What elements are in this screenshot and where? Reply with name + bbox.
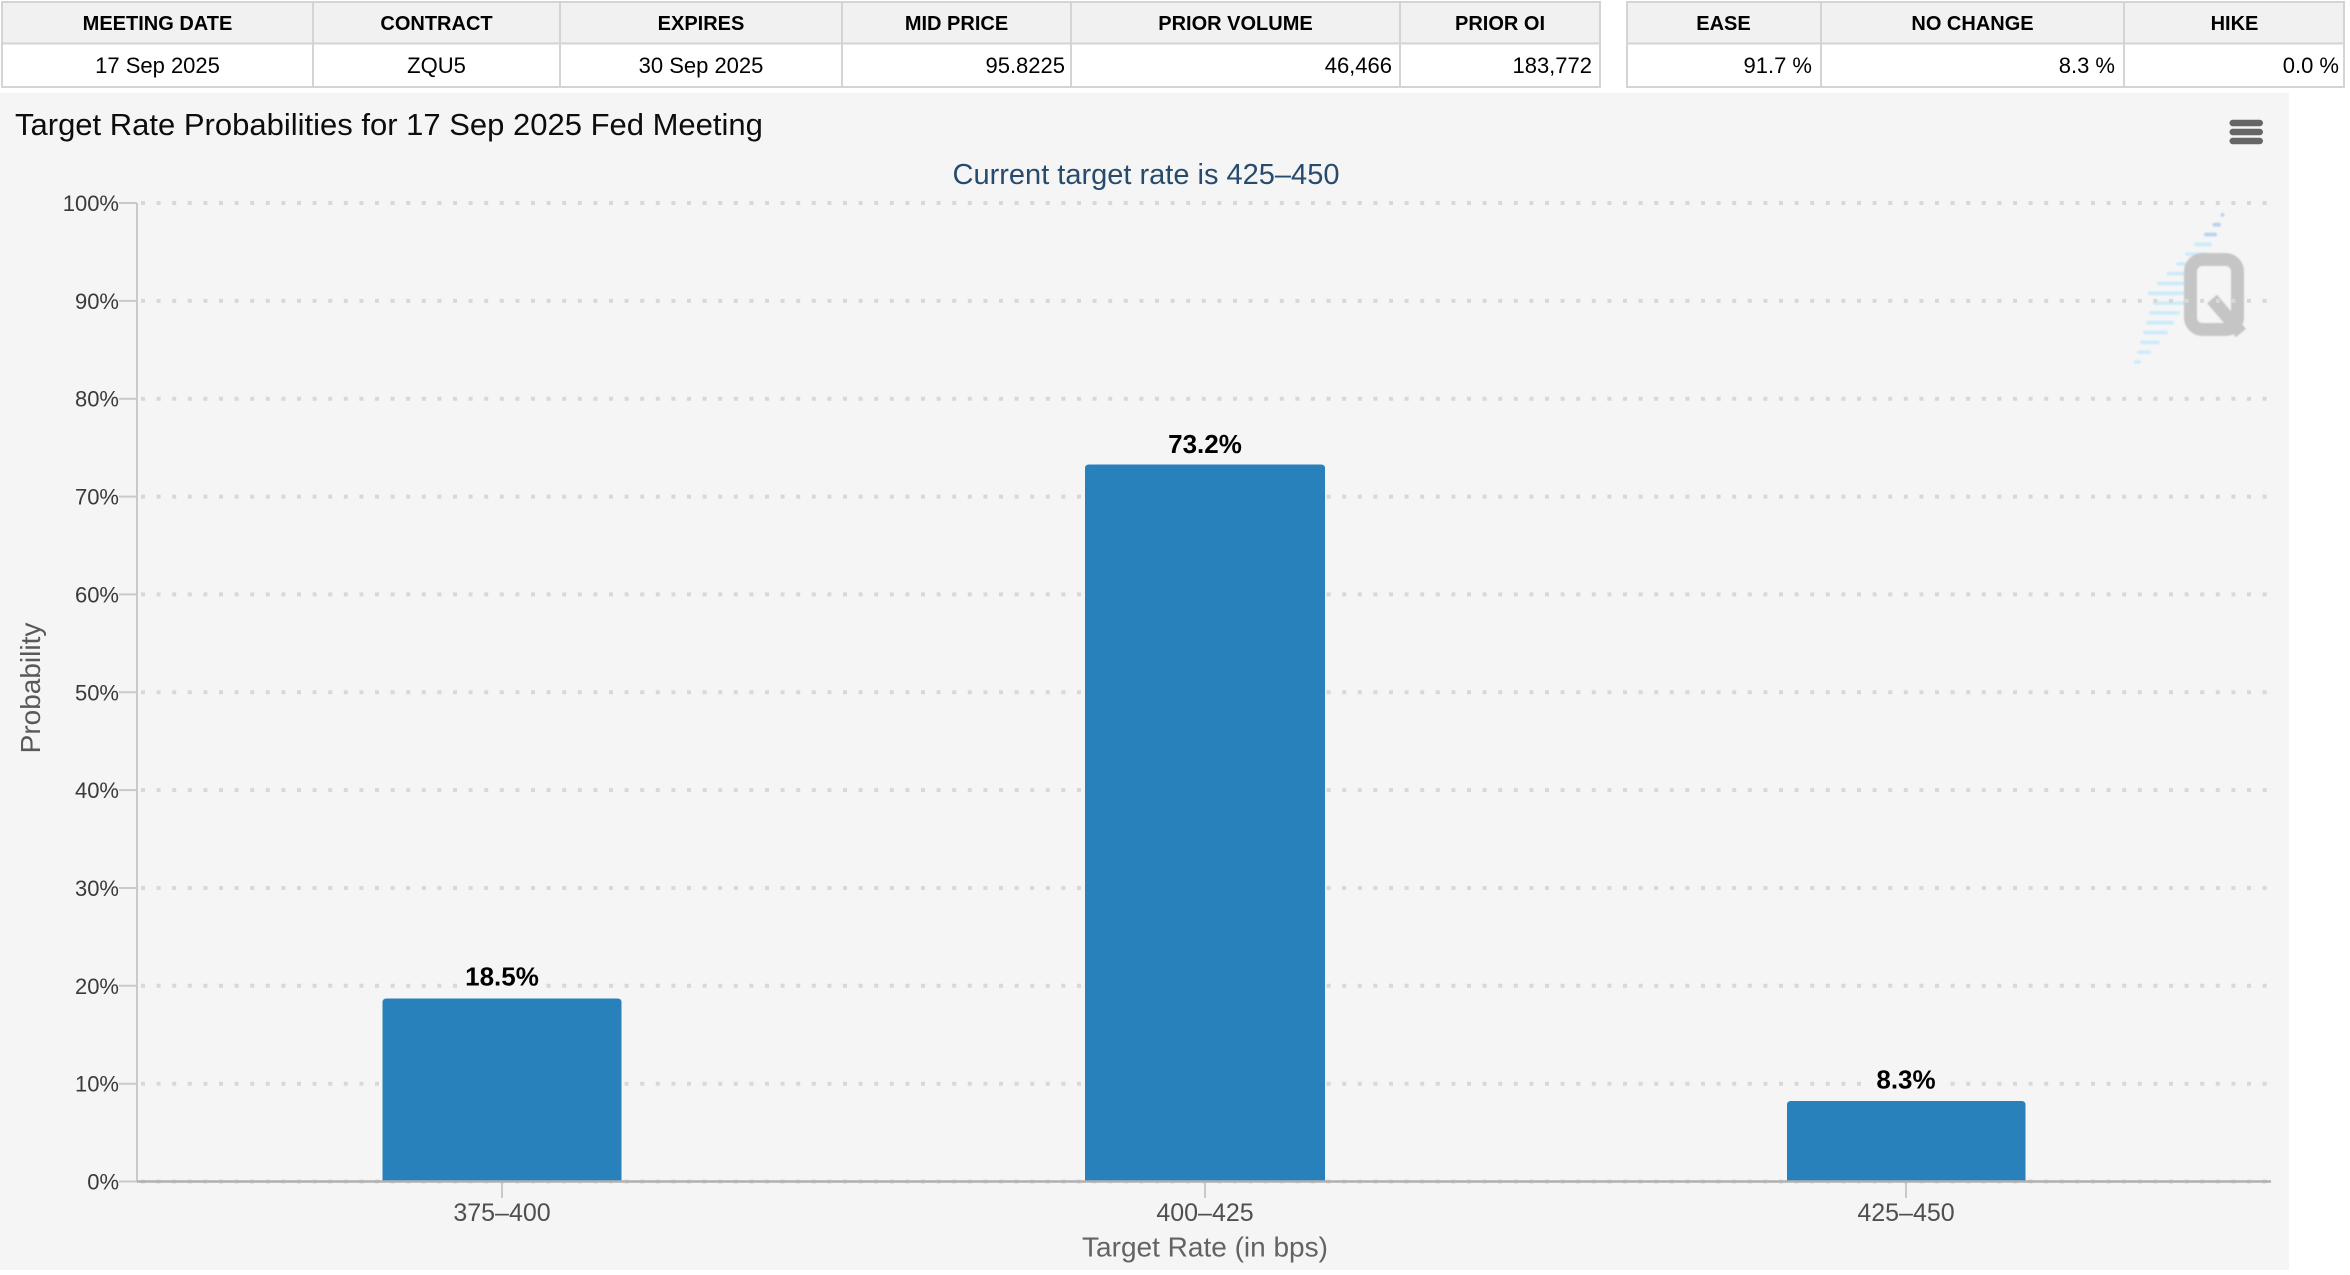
svg-text:20%: 20%	[75, 974, 119, 999]
svg-text:NO CHANGE: NO CHANGE	[1911, 13, 2033, 35]
svg-text:400–425: 400–425	[1156, 1199, 1253, 1227]
svg-text:40%: 40%	[75, 778, 119, 803]
svg-text:90%: 90%	[75, 289, 119, 314]
svg-text:EASE: EASE	[1696, 13, 1750, 35]
svg-text:100%: 100%	[63, 191, 119, 216]
svg-text:Current target rate is 425–450: Current target rate is 425–450	[953, 159, 1340, 191]
svg-text:46,466: 46,466	[1325, 53, 1392, 78]
svg-text:30 Sep 2025: 30 Sep 2025	[639, 53, 764, 78]
svg-text:73.2%: 73.2%	[1168, 429, 1242, 459]
svg-text:17 Sep 2025: 17 Sep 2025	[95, 53, 220, 78]
svg-text:8.3%: 8.3%	[1876, 1065, 1935, 1095]
svg-text:EXPIRES: EXPIRES	[658, 13, 745, 35]
svg-text:375–400: 375–400	[453, 1199, 550, 1227]
svg-text:91.7 %: 91.7 %	[1744, 53, 1813, 78]
svg-text:PRIOR VOLUME: PRIOR VOLUME	[1158, 13, 1312, 35]
svg-text:18.5%: 18.5%	[465, 962, 539, 992]
svg-text:Probability: Probability	[15, 623, 46, 754]
svg-text:50%: 50%	[75, 680, 119, 705]
svg-text:0%: 0%	[87, 1170, 119, 1195]
svg-text:8.3 %: 8.3 %	[2059, 53, 2115, 78]
svg-text:425–450: 425–450	[1857, 1199, 1954, 1227]
svg-text:ZQU5: ZQU5	[407, 53, 466, 78]
svg-text:HIKE: HIKE	[2211, 13, 2259, 35]
svg-text:60%: 60%	[75, 582, 119, 607]
svg-text:95.8225: 95.8225	[985, 53, 1065, 78]
svg-text:CONTRACT: CONTRACT	[380, 13, 492, 35]
svg-text:10%: 10%	[75, 1072, 119, 1097]
svg-text:183,772: 183,772	[1512, 53, 1592, 78]
svg-text:70%: 70%	[75, 485, 119, 510]
svg-text:PRIOR OI: PRIOR OI	[1455, 13, 1545, 35]
svg-text:Target Rate Probabilities for: Target Rate Probabilities for 17 Sep 202…	[15, 107, 763, 142]
svg-text:0.0 %: 0.0 %	[2283, 53, 2339, 78]
svg-text:MEETING DATE: MEETING DATE	[83, 13, 233, 35]
svg-text:80%: 80%	[75, 387, 119, 412]
svg-text:MID PRICE: MID PRICE	[905, 13, 1008, 35]
svg-text:30%: 30%	[75, 876, 119, 901]
svg-text:Target Rate (in bps): Target Rate (in bps)	[1082, 1232, 1328, 1263]
